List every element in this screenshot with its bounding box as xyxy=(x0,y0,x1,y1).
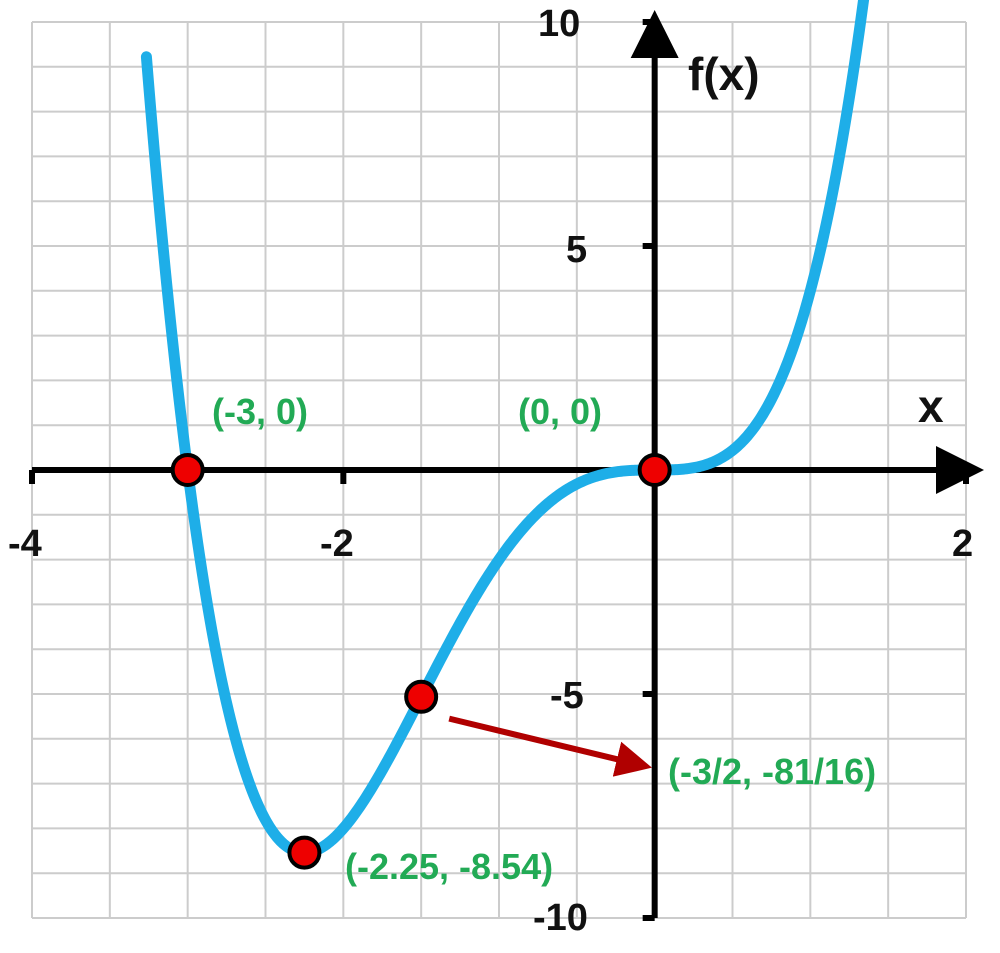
annotation-arrow xyxy=(448,715,652,777)
y-tick-label-5: 5 xyxy=(566,229,587,271)
annotation-arrow-line xyxy=(448,715,652,777)
function-curve xyxy=(140,0,870,859)
marked-point-0 xyxy=(170,453,205,487)
ticks xyxy=(29,19,969,921)
x-axis-label: x xyxy=(918,380,944,432)
point-label-inflection: (-3/2, -81/16) xyxy=(668,751,876,792)
y-tick-label-10: 10 xyxy=(538,3,580,45)
x-tick-label-neg2: -2 xyxy=(320,523,354,565)
point-label-minimum: (-2.25, -8.54) xyxy=(345,846,553,887)
x-tick-label-neg4: -4 xyxy=(8,523,42,565)
marked-point-1 xyxy=(637,453,672,487)
y-tick-label-neg10: -10 xyxy=(533,897,588,939)
curve xyxy=(140,0,870,859)
point-label-root-neg3: (-3, 0) xyxy=(212,391,308,432)
points xyxy=(170,453,672,870)
x-tick-label-2: 2 xyxy=(952,523,973,565)
point-label-origin: (0, 0) xyxy=(518,391,602,432)
y-axis-label: f(x) xyxy=(688,48,760,100)
marked-point-2 xyxy=(287,835,322,870)
y-tick-label-neg5: -5 xyxy=(550,675,584,717)
marked-point-3 xyxy=(404,679,439,714)
